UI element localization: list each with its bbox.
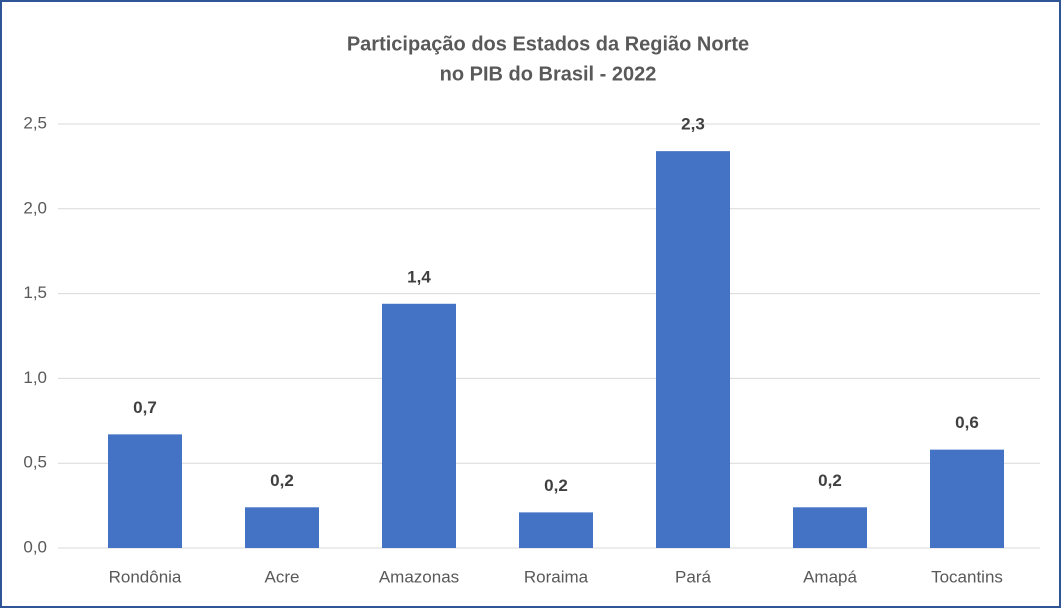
bar (245, 507, 319, 548)
y-tick-label: 1,0 (23, 368, 47, 387)
value-label: 0,2 (270, 471, 294, 490)
value-label: 0,6 (955, 413, 979, 432)
x-tick-label: Roraima (524, 567, 589, 586)
x-tick-label: Acre (265, 567, 300, 586)
x-tick-label: Amazonas (379, 567, 459, 586)
value-label: 2,3 (681, 115, 705, 134)
bar (656, 151, 730, 549)
bar (930, 449, 1004, 548)
chart-title: no PIB do Brasil - 2022 (440, 63, 657, 85)
value-label: 0,2 (544, 476, 568, 495)
value-label: 1,4 (407, 267, 431, 286)
x-tick-label: Rondônia (109, 567, 182, 586)
value-label: 0,7 (133, 398, 157, 417)
x-tick-label: Amapá (803, 567, 857, 586)
y-tick-label: 0,5 (23, 453, 47, 472)
y-tick-label: 2,5 (23, 113, 47, 132)
bar (793, 507, 867, 548)
bar (382, 303, 456, 548)
y-tick-label: 1,5 (23, 283, 47, 302)
bar (108, 434, 182, 548)
value-label: 0,2 (818, 471, 842, 490)
chart-title: Participação dos Estados da Região Norte (347, 33, 749, 55)
y-tick-label: 2,0 (23, 198, 47, 217)
x-tick-label: Pará (675, 567, 711, 586)
x-tick-label: Tocantins (931, 567, 1003, 586)
y-tick-label: 0,0 (23, 537, 47, 556)
bar (519, 512, 593, 548)
